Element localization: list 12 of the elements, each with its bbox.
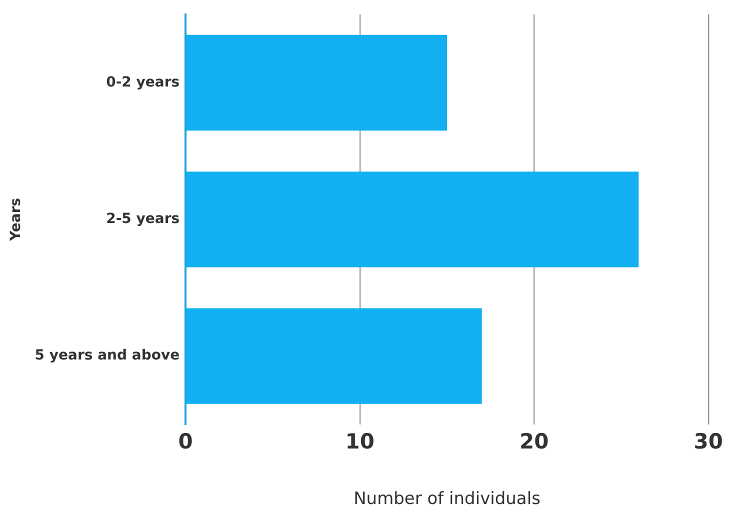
y-tick-label: 5 years and above bbox=[34, 348, 180, 364]
y-tick-label: 2-5 years bbox=[106, 211, 180, 228]
bar bbox=[186, 308, 482, 404]
x-tick-label: 20 bbox=[520, 429, 549, 454]
x-tick-label: 0 bbox=[178, 429, 193, 454]
bar bbox=[186, 172, 639, 268]
x-axis-title: Number of individuals bbox=[354, 489, 541, 510]
y-axis-title: Years bbox=[8, 198, 24, 242]
x-tick-label: 30 bbox=[694, 429, 724, 454]
y-tick-label: 0-2 years bbox=[106, 74, 180, 90]
bar bbox=[186, 34, 447, 131]
x-tick-label: 10 bbox=[345, 429, 374, 454]
